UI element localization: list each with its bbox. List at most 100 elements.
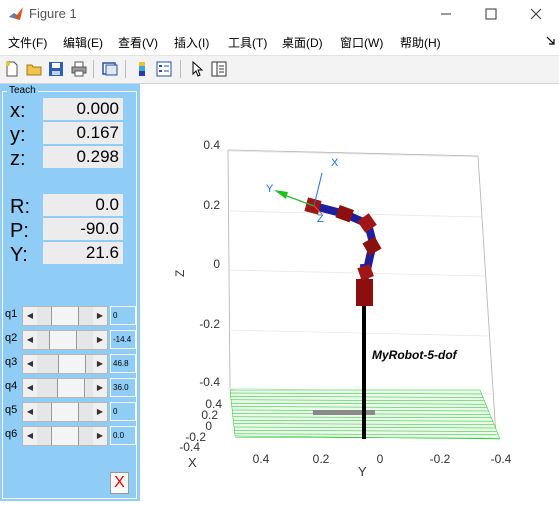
toolbar-separator [93, 60, 94, 78]
y-tick-label: 0.4 [253, 452, 270, 466]
slider-thumb[interactable] [58, 355, 86, 373]
slider-left-arrow-icon[interactable]: ◀ [23, 331, 37, 349]
link-plot-icon [102, 62, 118, 76]
menu-edit[interactable]: 编辑(E) [63, 36, 103, 50]
maximize-icon [485, 8, 497, 20]
joint-slider-q1[interactable]: ◀ ▶ [22, 306, 108, 326]
z-axis-label: Z [173, 270, 187, 277]
x-tick-label: 0 [205, 419, 212, 433]
toolbar-separator [125, 60, 126, 78]
z-tick-label: 0.4 [203, 138, 220, 152]
slider-left-arrow-icon[interactable]: ◀ [23, 355, 37, 373]
legend-icon [156, 61, 172, 77]
open-file-button[interactable] [24, 59, 44, 79]
pose-label-roll: R: [10, 196, 30, 218]
slider-right-arrow-icon[interactable]: ▶ [93, 355, 107, 373]
joint-slider-q6[interactable]: ◀ ▶ [22, 426, 108, 446]
pose-value-pitch: -90.0 [43, 218, 123, 240]
end-effector-frame: X Y Z [266, 157, 339, 225]
save-button[interactable] [46, 59, 66, 79]
pose-value-x: 0.000 [43, 98, 123, 120]
slider-thumb[interactable] [49, 331, 77, 349]
joint-value-q1[interactable]: 0 [110, 306, 136, 325]
menu-help[interactable]: 帮助(H) [400, 36, 441, 50]
joint-slider-q5[interactable]: ◀ ▶ [22, 402, 108, 422]
floor-grid-line [230, 399, 485, 402]
slider-right-arrow-icon[interactable]: ▶ [93, 403, 107, 421]
joint-value-q2[interactable]: -14.4 [110, 330, 136, 349]
menu-view[interactable]: 查看(V) [118, 36, 158, 50]
floor-grid-line [230, 396, 484, 398]
x-tick-label: 0.4 [205, 397, 222, 411]
y-tick-label: 0.2 [313, 452, 330, 466]
menu-insert[interactable]: 插入(I) [174, 36, 210, 50]
minimize-button[interactable] [423, 0, 469, 28]
pose-value-roll: 0.0 [43, 194, 123, 216]
joint-value-q4[interactable]: 36.0 [110, 378, 136, 397]
close-window-button[interactable] [513, 0, 559, 28]
joint-label-q6: q6 [5, 428, 18, 440]
slider-thumb[interactable] [51, 427, 79, 445]
toolbar-separator [180, 60, 181, 78]
maximize-button[interactable] [468, 0, 514, 28]
slider-right-arrow-icon[interactable]: ▶ [93, 307, 107, 325]
robot-3d-plot[interactable]: X Y Z MyRobot-5-dof 0.40.20-0.2-0.4 Z 0.… [140, 84, 559, 505]
edit-plot-button[interactable] [187, 59, 207, 79]
menu-bar: 文件(F) 编辑(E) 查看(V) 插入(I) 工具(T) 桌面(D) 窗口(W… [0, 30, 559, 52]
slider-left-arrow-icon[interactable]: ◀ [23, 379, 37, 397]
z-tick-label: 0 [213, 257, 220, 271]
y-tick-label: 0 [377, 452, 384, 466]
pose-label-yaw: Y: [10, 244, 28, 266]
z-tick-label: -0.4 [199, 375, 220, 389]
x-axis-ticks: 0.40.20-0.2-0.4 [179, 397, 222, 454]
joint-value-q5[interactable]: 0 [110, 402, 136, 421]
legend-button[interactable] [154, 59, 174, 79]
teach-close-button[interactable]: X [110, 472, 129, 494]
slider-thumb[interactable] [51, 307, 79, 325]
floor-grid-line [234, 433, 498, 436]
new-file-icon [5, 61, 18, 77]
menu-file[interactable]: 文件(F) [8, 36, 48, 50]
slider-left-arrow-icon[interactable]: ◀ [23, 403, 37, 421]
slider-right-arrow-icon[interactable]: ▶ [93, 379, 107, 397]
slider-right-arrow-icon[interactable]: ▶ [93, 427, 107, 445]
print-button[interactable] [69, 59, 89, 79]
y-tick-label: -0.2 [430, 452, 451, 466]
property-inspector-button[interactable] [209, 59, 229, 79]
new-figure-button[interactable] [2, 59, 22, 79]
slider-right-arrow-icon[interactable]: ▶ [93, 331, 107, 349]
frame-label-y: Y [266, 183, 274, 195]
menu-desktop[interactable]: 桌面(D) [282, 36, 323, 50]
floor-grid-line [231, 402, 486, 405]
x-tick-label: 0.2 [201, 408, 218, 422]
joint-label-q5: q5 [5, 404, 18, 416]
joint-value-q3[interactable]: 46.8 [110, 354, 136, 373]
dock-arrow-icon[interactable] [546, 36, 556, 46]
link-plot-button[interactable] [100, 59, 120, 79]
joint-slider-q3[interactable]: ◀ ▶ [22, 354, 108, 374]
slider-thumb[interactable] [57, 379, 85, 397]
toolbar [0, 55, 559, 84]
y-axis-label: Y [358, 464, 367, 479]
slider-left-arrow-icon[interactable]: ◀ [23, 427, 37, 445]
z-grid-line [227, 150, 479, 158]
z-axis-ticks: 0.4 0.2 0 -0.2 -0.4 [199, 138, 220, 389]
slider-left-arrow-icon[interactable]: ◀ [23, 307, 37, 325]
menu-tools[interactable]: 工具(T) [228, 36, 268, 50]
floor-grid-line [229, 392, 483, 395]
joint-slider-q4[interactable]: ◀ ▶ [22, 378, 108, 398]
floor-grid-line [235, 436, 499, 439]
frame-label-x: X [331, 157, 339, 169]
printer-icon [71, 61, 87, 77]
colorbar-button[interactable] [132, 59, 152, 79]
colorbar-icon [139, 62, 145, 76]
joint-label-q4: q4 [5, 380, 18, 392]
menu-window[interactable]: 窗口(W) [340, 36, 384, 50]
joint-slider-q2[interactable]: ◀ ▶ [22, 330, 108, 350]
pointer-arrow-icon [192, 61, 204, 77]
x-axis-label: X [188, 455, 197, 470]
pose-value-yaw: 21.6 [43, 242, 123, 264]
slider-thumb[interactable] [51, 403, 79, 421]
pose-label-pitch: P: [10, 220, 29, 242]
joint-value-q6[interactable]: 0.0 [110, 426, 136, 445]
